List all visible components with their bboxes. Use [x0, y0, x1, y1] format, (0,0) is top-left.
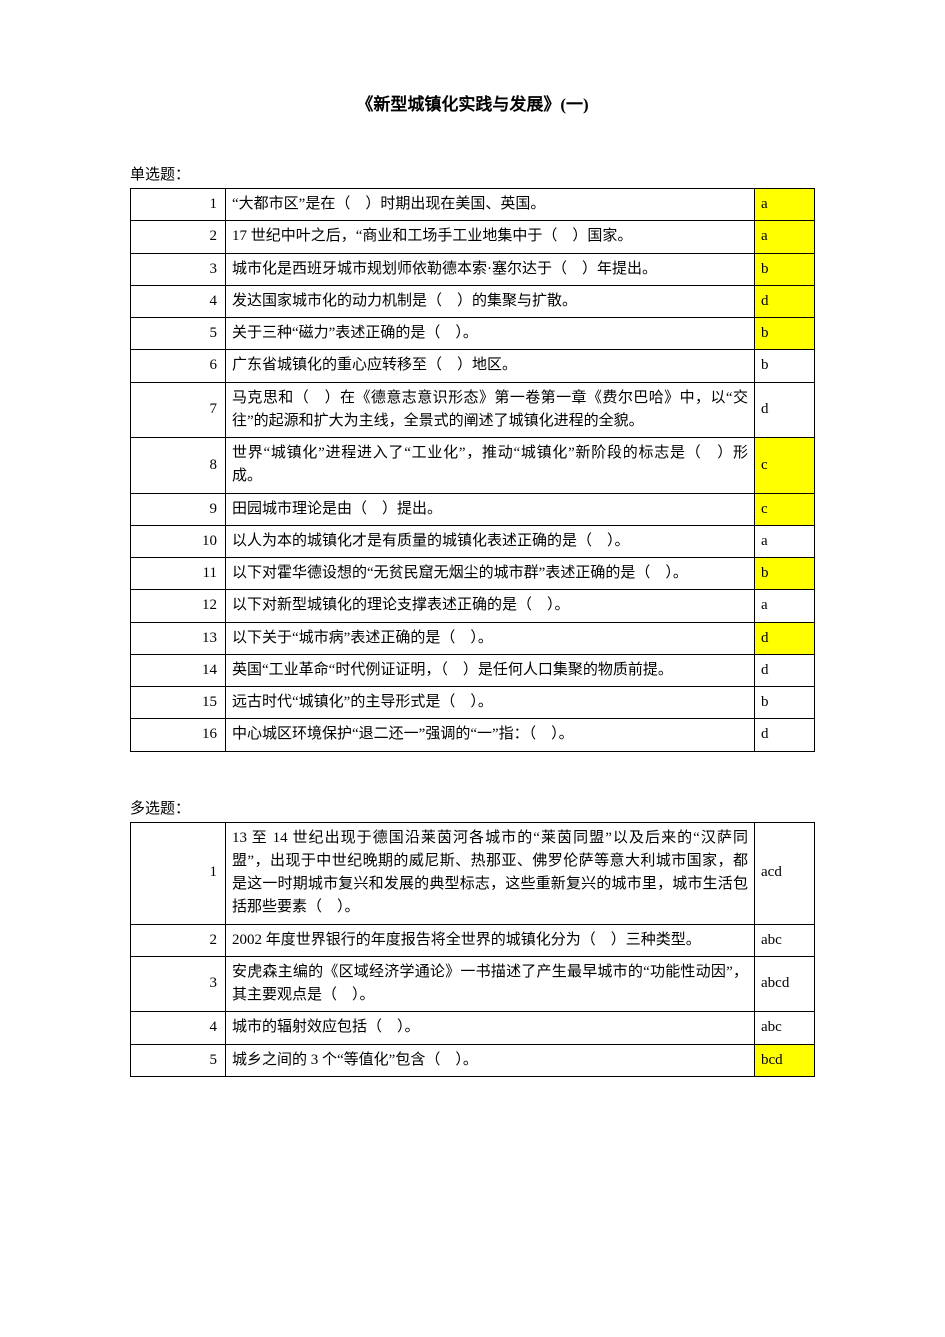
row-answer: b — [755, 253, 815, 285]
row-number: 4 — [131, 285, 226, 317]
row-answer: abc — [755, 1012, 815, 1044]
row-answer: acd — [755, 822, 815, 924]
row-question: 发达国家城市化的动力机制是（ ）的集聚与扩散。 — [226, 285, 755, 317]
row-answer: b — [755, 687, 815, 719]
row-answer: b — [755, 318, 815, 350]
row-question: 以下对霍华德设想的“无贫民窟无烟尘的城市群”表述正确的是（ ）。 — [226, 558, 755, 590]
row-question: 中心城区环境保护“退二还一”强调的“一”指：（ ）。 — [226, 719, 755, 751]
section-single-label: 单选题： — [130, 163, 815, 184]
table-row: 10以人为本的城镇化才是有质量的城镇化表述正确的是（ ）。a — [131, 525, 815, 557]
row-number: 11 — [131, 558, 226, 590]
row-answer: d — [755, 382, 815, 438]
table-row: 3城市化是西班牙城市规划师依勒德本索·塞尔达于（ ）年提出。b — [131, 253, 815, 285]
table-row: 12以下对新型城镇化的理论支撑表述正确的是（ ）。a — [131, 590, 815, 622]
row-number: 15 — [131, 687, 226, 719]
row-answer: abc — [755, 924, 815, 956]
table-row: 1“大都市区”是在（ ）时期出现在美国、英国。a — [131, 189, 815, 221]
row-question: 2002 年度世界银行的年度报告将全世界的城镇化分为（ ）三种类型。 — [226, 924, 755, 956]
row-answer: d — [755, 719, 815, 751]
row-number: 1 — [131, 189, 226, 221]
row-answer: d — [755, 622, 815, 654]
row-question: 田园城市理论是由（ ）提出。 — [226, 493, 755, 525]
row-answer: d — [755, 654, 815, 686]
table-row: 16中心城区环境保护“退二还一”强调的“一”指：（ ）。d — [131, 719, 815, 751]
row-question: 17 世纪中叶之后，“商业和工场手工业地集中于（ ）国家。 — [226, 221, 755, 253]
table-row: 13以下关于“城市病”表述正确的是（ ）。d — [131, 622, 815, 654]
row-answer: a — [755, 221, 815, 253]
row-question: 以人为本的城镇化才是有质量的城镇化表述正确的是（ ）。 — [226, 525, 755, 557]
row-question: 英国“工业革命“时代例证证明，（ ）是任何人口集聚的物质前提。 — [226, 654, 755, 686]
row-number: 1 — [131, 822, 226, 924]
row-question: 城市化是西班牙城市规划师依勒德本索·塞尔达于（ ）年提出。 — [226, 253, 755, 285]
table-row: 217 世纪中叶之后，“商业和工场手工业地集中于（ ）国家。a — [131, 221, 815, 253]
row-question: 世界“城镇化”进程进入了“工业化”，推动“城镇化”新阶段的标志是（ ）形成。 — [226, 438, 755, 494]
row-question: 以下关于“城市病”表述正确的是（ ）。 — [226, 622, 755, 654]
row-number: 13 — [131, 622, 226, 654]
multi-choice-table: 113 至 14 世纪出现于德国沿莱茵河各城市的“莱茵同盟”以及后来的“汉萨同盟… — [130, 822, 815, 1077]
row-answer: a — [755, 525, 815, 557]
table-row: 9田园城市理论是由（ ）提出。c — [131, 493, 815, 525]
row-answer: a — [755, 590, 815, 622]
row-answer: d — [755, 285, 815, 317]
table-row: 5关于三种“磁力”表述正确的是（ ）。b — [131, 318, 815, 350]
table-row: 4发达国家城市化的动力机制是（ ）的集聚与扩散。d — [131, 285, 815, 317]
table-row: 5城乡之间的 3 个“等值化”包含（ ）。bcd — [131, 1044, 815, 1076]
table-row: 22002 年度世界银行的年度报告将全世界的城镇化分为（ ）三种类型。abc — [131, 924, 815, 956]
row-number: 3 — [131, 253, 226, 285]
row-answer: b — [755, 558, 815, 590]
row-question: 13 至 14 世纪出现于德国沿莱茵河各城市的“莱茵同盟”以及后来的“汉萨同盟”… — [226, 822, 755, 924]
table-row: 15远古时代“城镇化”的主导形式是（ ）。b — [131, 687, 815, 719]
row-number: 10 — [131, 525, 226, 557]
row-number: 2 — [131, 221, 226, 253]
row-number: 12 — [131, 590, 226, 622]
row-number: 2 — [131, 924, 226, 956]
row-answer: b — [755, 350, 815, 382]
row-number: 8 — [131, 438, 226, 494]
row-question: 以下对新型城镇化的理论支撑表述正确的是（ ）。 — [226, 590, 755, 622]
row-answer: c — [755, 493, 815, 525]
row-question: 城市的辐射效应包括（ ）。 — [226, 1012, 755, 1044]
row-number: 6 — [131, 350, 226, 382]
row-number: 9 — [131, 493, 226, 525]
row-answer: a — [755, 189, 815, 221]
table-row: 6广东省城镇化的重心应转移至（ ）地区。b — [131, 350, 815, 382]
row-answer: c — [755, 438, 815, 494]
row-question: 远古时代“城镇化”的主导形式是（ ）。 — [226, 687, 755, 719]
row-question: 广东省城镇化的重心应转移至（ ）地区。 — [226, 350, 755, 382]
row-number: 5 — [131, 318, 226, 350]
row-answer: bcd — [755, 1044, 815, 1076]
table-row: 7马克思和（ ）在《德意志意识形态》第一卷第一章《费尔巴哈》中，以“交往”的起源… — [131, 382, 815, 438]
row-question: 关于三种“磁力”表述正确的是（ ）。 — [226, 318, 755, 350]
section-multi-label: 多选题： — [130, 797, 815, 818]
row-number: 7 — [131, 382, 226, 438]
row-question: 马克思和（ ）在《德意志意识形态》第一卷第一章《费尔巴哈》中，以“交往”的起源和… — [226, 382, 755, 438]
table-row: 4城市的辐射效应包括（ ）。abc — [131, 1012, 815, 1044]
row-number: 4 — [131, 1012, 226, 1044]
table-row: 14英国“工业革命“时代例证证明，（ ）是任何人口集聚的物质前提。d — [131, 654, 815, 686]
table-row: 113 至 14 世纪出现于德国沿莱茵河各城市的“莱茵同盟”以及后来的“汉萨同盟… — [131, 822, 815, 924]
row-question: “大都市区”是在（ ）时期出现在美国、英国。 — [226, 189, 755, 221]
document-title: 《新型城镇化实践与发展》(一) — [130, 90, 815, 115]
table-row: 3安虎森主编的《区域经济学通论》一书描述了产生最早城市的“功能性动因”，其主要观… — [131, 956, 815, 1012]
row-number: 5 — [131, 1044, 226, 1076]
row-number: 14 — [131, 654, 226, 686]
row-number: 3 — [131, 956, 226, 1012]
row-question: 安虎森主编的《区域经济学通论》一书描述了产生最早城市的“功能性动因”，其主要观点… — [226, 956, 755, 1012]
row-answer: abcd — [755, 956, 815, 1012]
single-choice-table: 1“大都市区”是在（ ）时期出现在美国、英国。a217 世纪中叶之后，“商业和工… — [130, 188, 815, 752]
table-row: 11以下对霍华德设想的“无贫民窟无烟尘的城市群”表述正确的是（ ）。b — [131, 558, 815, 590]
row-number: 16 — [131, 719, 226, 751]
table-row: 8世界“城镇化”进程进入了“工业化”，推动“城镇化”新阶段的标志是（ ）形成。c — [131, 438, 815, 494]
row-question: 城乡之间的 3 个“等值化”包含（ ）。 — [226, 1044, 755, 1076]
